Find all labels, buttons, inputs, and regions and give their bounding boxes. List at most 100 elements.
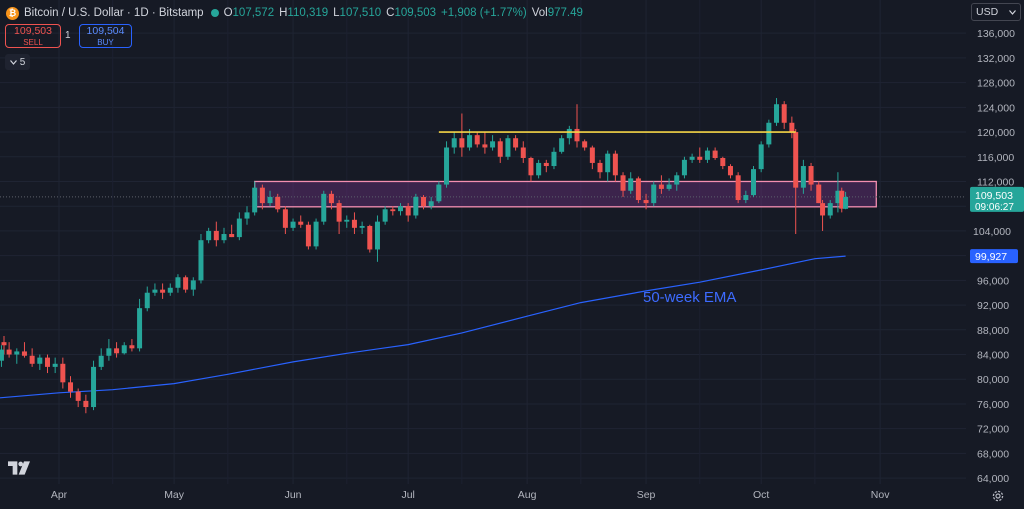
candle <box>474 132 480 148</box>
buy-button[interactable]: 109,504 BUY <box>79 24 132 48</box>
candle-body <box>290 221 296 228</box>
candle <box>175 274 181 293</box>
candle <box>351 212 357 235</box>
tradingview-logo-icon[interactable] <box>8 460 32 476</box>
candles <box>0 98 849 414</box>
candle <box>29 348 35 367</box>
candle-body <box>582 141 588 148</box>
candle-body <box>666 184 672 189</box>
open-value: 107,572 <box>232 7 275 19</box>
candle <box>551 147 557 170</box>
y-tick-label: 136,000 <box>977 28 1015 40</box>
candle <box>843 191 849 210</box>
candle-body <box>490 141 496 148</box>
candle-body <box>727 166 733 176</box>
candle <box>743 190 749 204</box>
y-tick-label: 64,000 <box>977 473 1009 485</box>
candle-body <box>589 147 595 163</box>
candle-body <box>206 230 212 241</box>
candle <box>405 203 411 222</box>
symbol-title[interactable]: Bitcoin / U.S. Dollar · 1D · Bitstamp <box>24 7 204 19</box>
gear-icon[interactable] <box>991 489 1005 503</box>
ema-line: 50-week EMA <box>0 255 846 399</box>
candle-body <box>336 203 342 222</box>
candle <box>83 394 89 414</box>
candle-body <box>536 162 542 176</box>
candle <box>114 342 120 358</box>
candle-body <box>816 184 822 204</box>
candle-body <box>106 348 112 356</box>
candle-body <box>14 351 20 355</box>
currency-select[interactable]: USD <box>971 3 1021 21</box>
market-status-icon <box>210 9 219 17</box>
candle <box>37 354 43 370</box>
y-tick-label: 128,000 <box>977 78 1015 90</box>
candle-body <box>459 138 465 148</box>
candle-body <box>52 363 58 367</box>
candle-body <box>236 218 242 238</box>
candle <box>605 150 611 182</box>
candle-body <box>167 287 173 293</box>
ema-polyline <box>0 255 846 399</box>
candle-body <box>820 203 826 216</box>
candle <box>413 193 419 219</box>
candle-body <box>221 234 227 241</box>
candle <box>244 206 250 225</box>
symbol-header: ₿ Bitcoin / U.S. Dollar · 1D · Bitstamp … <box>6 5 588 21</box>
candle <box>259 184 265 210</box>
candle-body <box>704 150 710 160</box>
candle <box>727 164 733 179</box>
candle <box>681 156 687 179</box>
ema-value-label: 99,927 <box>975 251 1007 263</box>
candle-body <box>766 122 772 145</box>
candle <box>651 181 657 207</box>
candle <box>344 215 350 228</box>
sell-button[interactable]: 109,503 SELL <box>5 24 61 48</box>
high-value: 110,319 <box>287 7 329 19</box>
candle <box>252 181 258 216</box>
candle-body <box>313 221 319 247</box>
axes: 64,000 68,000 72,000 76,000 80,000 84,000 88,0… <box>51 28 1015 501</box>
y-tick-label: 124,000 <box>977 102 1015 114</box>
sell-label: SELL <box>23 38 43 47</box>
candle-body <box>37 357 43 364</box>
candle <box>328 190 334 210</box>
x-tick-label: Nov <box>871 489 890 501</box>
x-tick-label: Jun <box>285 489 302 501</box>
sell-price: 109,503 <box>14 25 52 37</box>
candle-body <box>75 391 81 401</box>
candle-body <box>344 219 350 222</box>
candle <box>800 159 806 194</box>
candle <box>835 172 841 213</box>
candle-body <box>643 200 649 204</box>
candle-body <box>137 308 143 349</box>
candle-body <box>121 345 127 354</box>
candle-body <box>60 363 66 383</box>
candle-body <box>743 195 749 201</box>
range-box-rect <box>254 180 877 208</box>
x-tick-label: Oct <box>753 489 769 501</box>
candle-body <box>29 355 35 364</box>
candle-body <box>628 178 634 191</box>
candle-body <box>789 122 795 133</box>
candle <box>236 212 242 241</box>
candle-body <box>566 128 572 139</box>
candle <box>44 354 50 374</box>
candle <box>582 139 588 151</box>
indicators-toggle[interactable]: 5 <box>5 54 30 70</box>
candle <box>643 193 649 210</box>
y-tick-label: 132,000 <box>977 53 1015 65</box>
candle <box>98 348 104 370</box>
candle <box>290 218 296 231</box>
chevron-down-icon <box>9 59 17 65</box>
last-price-label: 109,503 <box>975 190 1013 202</box>
candle <box>543 159 549 173</box>
candle <box>190 277 196 296</box>
candle-body <box>405 206 411 216</box>
candle-body <box>758 144 764 170</box>
buy-price: 109,504 <box>86 25 125 37</box>
chevron-down-icon <box>1009 9 1016 15</box>
candle <box>421 195 427 210</box>
candle <box>359 221 365 235</box>
